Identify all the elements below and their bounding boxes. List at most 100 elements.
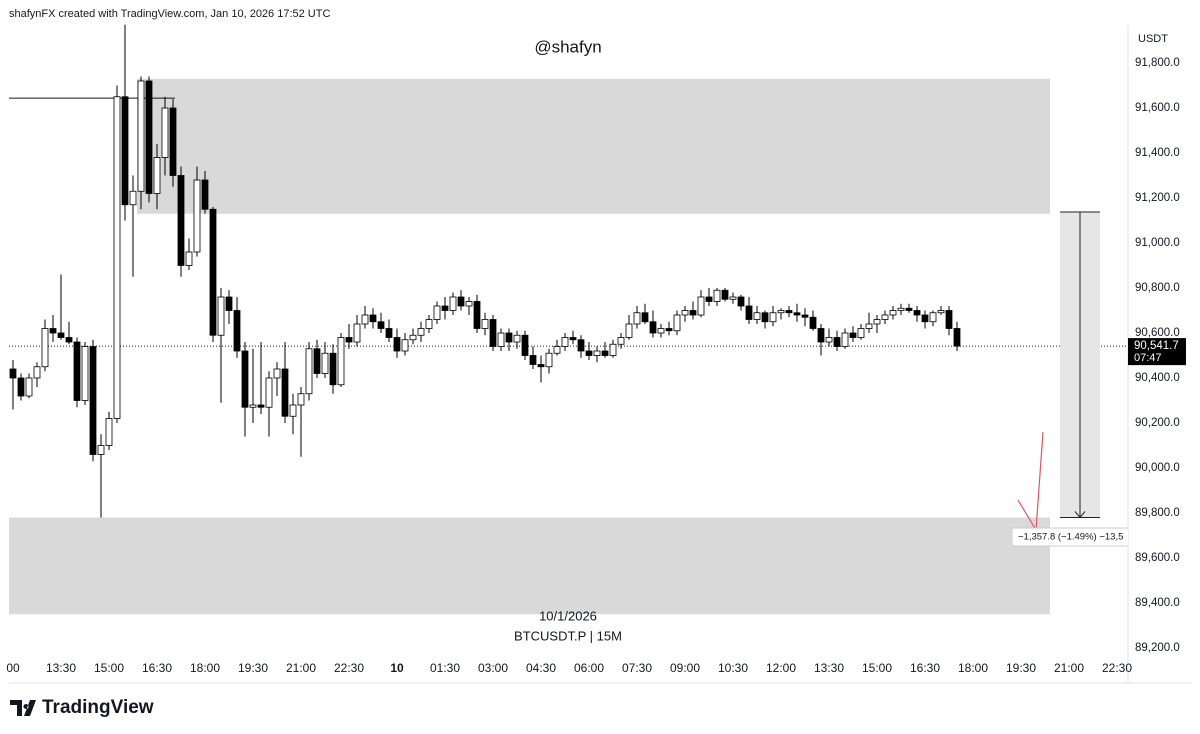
candle-body: [649, 321, 657, 334]
candle-body: [849, 332, 857, 338]
candle-body: [305, 348, 313, 395]
candle-body: [553, 346, 561, 354]
candle-body: [73, 341, 81, 401]
last-price-label: 90,541.7: [1134, 340, 1179, 352]
candle-body: [761, 312, 769, 323]
measure-label-group: −1,357.8 (−1.49%) −13,5: [1012, 527, 1128, 547]
candle-body: [865, 323, 873, 329]
candle-body: [457, 296, 465, 307]
candle-body: [697, 296, 705, 316]
candle-body: [81, 346, 89, 401]
candle-body: [49, 328, 57, 334]
y-tick-label: 89,600.0: [1135, 552, 1180, 564]
candle-body: [617, 337, 625, 345]
candle-body: [249, 404, 257, 408]
x-tick-label: 19:30: [1006, 661, 1036, 675]
y-tick-label: 91,400.0: [1135, 147, 1180, 159]
zone: [9, 517, 1050, 615]
candle-body: [577, 339, 585, 352]
candle-body: [505, 332, 513, 343]
candle-body: [177, 175, 185, 266]
y-tick-label: 90,800.0: [1135, 282, 1180, 294]
candle-body: [625, 323, 633, 338]
candle-body: [665, 328, 673, 332]
candle-body: [817, 328, 825, 343]
candle-body: [473, 301, 481, 329]
candle-body: [641, 312, 649, 323]
candle-body: [753, 312, 761, 320]
candle-body: [185, 251, 193, 266]
currency: USDT: [1138, 33, 1168, 45]
candle-body: [889, 310, 897, 316]
candle-body: [657, 328, 665, 334]
y-tick-label: 90,600.0: [1135, 327, 1180, 339]
logo: TradingView: [10, 697, 154, 718]
candle-body: [161, 107, 169, 158]
candle-body: [809, 316, 817, 329]
candle-body: [41, 328, 49, 368]
candle-body: [609, 343, 617, 356]
x-tick-label: 18:00: [190, 661, 220, 675]
candle-body: [113, 96, 121, 419]
candle-body: [425, 319, 433, 329]
candle-body: [713, 289, 721, 302]
candle-body: [921, 314, 929, 323]
candle-body: [785, 310, 793, 314]
candle-body: [65, 337, 73, 343]
candle-body: [393, 337, 401, 352]
y-tick-label: 89,800.0: [1135, 507, 1180, 519]
y-tick-label: 89,200.0: [1135, 642, 1180, 654]
candle-body: [521, 334, 529, 356]
candle-body: [681, 310, 689, 316]
candle-body: [377, 321, 385, 329]
candle-body: [281, 368, 289, 417]
candle-body: [241, 350, 249, 408]
candle-body: [833, 337, 841, 347]
candle-body: [345, 337, 353, 343]
candle-body: [385, 328, 393, 338]
candle-body: [97, 445, 105, 455]
candle-body: [145, 80, 153, 194]
candle-body: [369, 314, 377, 323]
candle-body: [793, 312, 801, 316]
zones: [9, 78, 1050, 615]
candle-body: [585, 350, 593, 356]
countdown: 07:47: [1134, 352, 1162, 364]
candle-body: [121, 96, 129, 206]
candle-body: [489, 319, 497, 347]
candle-body: [465, 301, 473, 307]
candle-body: [297, 393, 305, 406]
y-tick-label: 90,000.0: [1135, 462, 1180, 474]
candle-body: [497, 332, 505, 347]
header: shafynFX created with TradingView.com, J…: [9, 8, 330, 20]
candle-body: [601, 350, 609, 356]
candle-body: [225, 296, 233, 311]
candle-body: [689, 310, 697, 316]
x-tick-label: 01:30: [430, 661, 460, 675]
candle-body: [137, 80, 145, 192]
candle-body: [777, 310, 785, 314]
candle-body: [409, 334, 417, 341]
candle-body: [105, 418, 113, 446]
measure-arrowhead: [1074, 511, 1086, 519]
candle-body: [273, 368, 281, 379]
x-tick-label: 21:00: [286, 661, 316, 675]
x-tick-label: 21:00: [1054, 661, 1084, 675]
x-tick-label: 09:00: [670, 661, 700, 675]
candle-body: [265, 377, 273, 408]
candle-body: [769, 312, 777, 323]
candle-body: [857, 328, 865, 338]
candle-body: [57, 332, 65, 338]
candle-body: [897, 307, 905, 311]
y-tick-label: 91,200.0: [1135, 192, 1180, 204]
candle-body: [9, 368, 17, 379]
candle-body: [745, 305, 753, 320]
candle-body: [313, 348, 321, 374]
candle-body: [481, 319, 489, 329]
date-label: 10/1/2026: [539, 608, 597, 623]
y-tick-label: 90,400.0: [1135, 372, 1180, 384]
candle-body: [321, 352, 329, 374]
candle-body: [593, 350, 601, 356]
candle-body: [289, 404, 297, 417]
